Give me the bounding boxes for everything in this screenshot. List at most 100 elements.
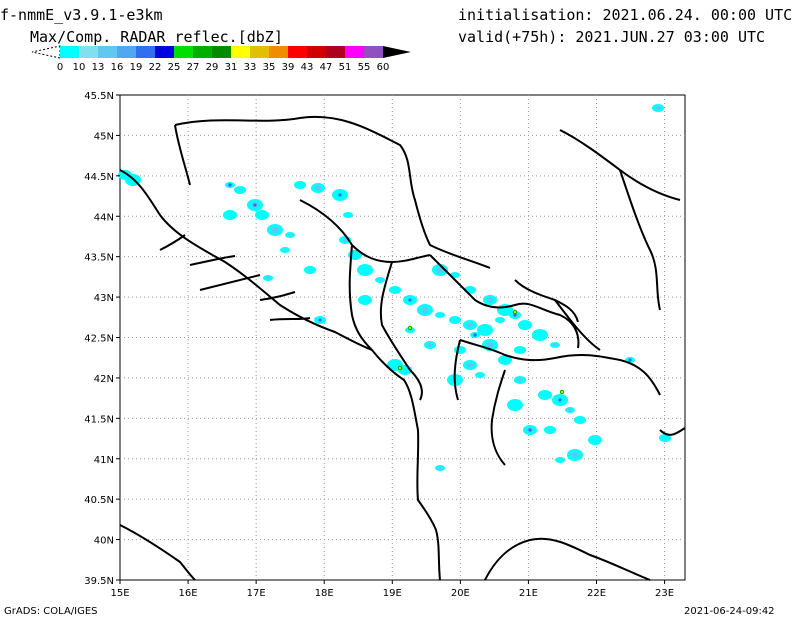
lat-label: 43.5N bbox=[84, 253, 114, 264]
radar-echo bbox=[532, 329, 548, 341]
colorbar-tick-label: 22 bbox=[149, 62, 162, 73]
radar-echo-mid bbox=[342, 238, 348, 242]
radar-echo bbox=[659, 434, 671, 442]
radar-echo-mid bbox=[467, 362, 473, 368]
radar-echo-peak bbox=[561, 391, 563, 393]
radar-echo bbox=[518, 320, 532, 330]
colorbar-swatch bbox=[98, 46, 117, 58]
radar-echo-core bbox=[628, 358, 632, 362]
colorbar-swatch bbox=[117, 46, 136, 58]
colorbar-swatch bbox=[136, 46, 155, 58]
radar-echo-core bbox=[408, 298, 412, 302]
colorbar-legend: 0 10 13 16 19 22 25 27 29 31 33 35 39 43 47 51 55 60 bbox=[31, 45, 411, 73]
lat-label: 45.5N bbox=[84, 91, 114, 102]
radar-echo-core bbox=[558, 398, 562, 402]
radar-echo-core bbox=[528, 428, 532, 432]
radar-echo-mid bbox=[517, 378, 523, 382]
lat-label: 40.5N bbox=[84, 495, 114, 506]
generation-timestamp: 2021-06-24-09:42 bbox=[684, 606, 775, 617]
colorbar-tick-label: 55 bbox=[358, 62, 371, 73]
radar-echo-mid bbox=[266, 276, 270, 280]
radar-echo-core bbox=[473, 333, 477, 337]
radar-echo-core bbox=[318, 318, 322, 322]
lat-label: 40N bbox=[94, 536, 114, 547]
radar-echo bbox=[507, 399, 523, 411]
coastlines bbox=[119, 169, 686, 581]
radar-echo-mid bbox=[568, 408, 572, 412]
radar-echo-mid bbox=[271, 227, 279, 233]
radar-echo-mid bbox=[421, 307, 429, 313]
colorbar-tick-label: 60 bbox=[377, 62, 390, 73]
lon-label: 17E bbox=[247, 588, 266, 599]
radar-echo-mid bbox=[487, 297, 493, 303]
colorbar-swatch bbox=[79, 46, 98, 58]
radar-echo bbox=[477, 324, 493, 336]
colorbar-tick-label: 16 bbox=[111, 62, 124, 73]
colorbar-tick-label: 31 bbox=[225, 62, 238, 73]
lat-label: 45N bbox=[94, 131, 114, 142]
colorbar-swatch bbox=[269, 46, 288, 58]
radar-echo bbox=[304, 266, 316, 274]
radar-echoes bbox=[118, 104, 671, 471]
longitude-labels: 15E 16E 17E 18E 19E 20E 21E 22E 23E bbox=[110, 580, 674, 599]
radar-echo bbox=[343, 212, 353, 218]
radar-echo-mid bbox=[438, 466, 442, 470]
radar-echo-mid bbox=[571, 452, 579, 458]
radar-echo bbox=[234, 186, 246, 194]
valid-time: valid(+75h): 2021.JUN.27 03:00 UTC bbox=[458, 28, 766, 46]
radar-echo-core bbox=[228, 183, 232, 187]
lat-label: 39.5N bbox=[84, 576, 114, 587]
radar-echo-mid bbox=[427, 343, 433, 347]
radar-echo-mid bbox=[436, 267, 444, 273]
radar-echo bbox=[389, 286, 401, 294]
colorbar-swatch bbox=[288, 46, 307, 58]
radar-echo bbox=[223, 210, 237, 220]
radar-echo bbox=[514, 346, 526, 354]
radar-echo bbox=[435, 312, 445, 318]
colorbar-tick-label: 10 bbox=[73, 62, 86, 73]
colorbar-swatch bbox=[212, 46, 231, 58]
radar-echo-peak bbox=[514, 311, 516, 313]
lon-label: 23E bbox=[655, 588, 674, 599]
colorbar-tick-label: 27 bbox=[187, 62, 200, 73]
colorbar-tick-label: 51 bbox=[339, 62, 352, 73]
lon-label: 18E bbox=[315, 588, 334, 599]
lat-label: 41.5N bbox=[84, 414, 114, 425]
lat-label: 41N bbox=[94, 455, 114, 466]
colorbar-tick-label: 0 bbox=[57, 62, 63, 73]
radar-echo-mid bbox=[486, 342, 494, 348]
radar-echo-peak bbox=[399, 367, 401, 369]
colorbar-tick-label: 25 bbox=[168, 62, 181, 73]
radar-echo bbox=[285, 232, 295, 238]
colorbar-swatch bbox=[345, 46, 364, 58]
colorbar-swatch bbox=[174, 46, 193, 58]
lat-label: 42.5N bbox=[84, 334, 114, 345]
latitude-labels: 45.5N 45N 44.5N 44N 43.5N 43N 42.5N 42N 41.5N 41N… bbox=[84, 91, 120, 587]
model-title: f-nmmE_v3.9.1-e3km bbox=[0, 6, 163, 24]
grads-credit: GrADS: COLA/IGES bbox=[4, 606, 98, 617]
radar-echo bbox=[555, 457, 565, 463]
colorbar-swatch bbox=[60, 46, 79, 58]
colorbar-tick-label: 35 bbox=[263, 62, 276, 73]
country-borders bbox=[174, 115, 681, 466]
radar-echo-mid bbox=[378, 278, 382, 282]
lat-label: 44N bbox=[94, 212, 114, 223]
colorbar-swatch bbox=[193, 46, 212, 58]
lon-label: 21E bbox=[519, 588, 538, 599]
radar-echo bbox=[280, 247, 290, 253]
colorbar-swatch bbox=[155, 46, 174, 58]
radar-echo-core bbox=[253, 203, 257, 207]
colorbar-swatch bbox=[231, 46, 250, 58]
colorbar-swatch bbox=[326, 46, 345, 58]
initialisation-time: initialisation: 2021.06.24. 00:00 UTC bbox=[458, 6, 793, 24]
radar-echo bbox=[294, 181, 306, 189]
radar-echo bbox=[255, 210, 269, 220]
radar-echo bbox=[454, 346, 466, 354]
colorbar-upper-arrow bbox=[383, 46, 411, 58]
map-area bbox=[118, 94, 686, 581]
colorbar-tick-label: 39 bbox=[282, 62, 295, 73]
radar-echo bbox=[538, 390, 552, 400]
lon-label: 20E bbox=[451, 588, 470, 599]
radar-echo-mid bbox=[315, 185, 321, 191]
